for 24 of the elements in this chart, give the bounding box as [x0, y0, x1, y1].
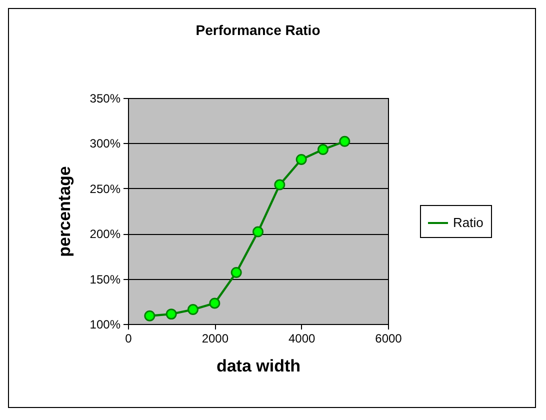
- point: [339, 136, 350, 147]
- chart-title: Performance Ratio: [196, 22, 320, 38]
- y-tick-label: 150%: [90, 272, 121, 286]
- x-tick-label: 2000: [202, 332, 229, 346]
- x-tick-label: 4000: [288, 332, 316, 346]
- point: [318, 144, 328, 156]
- y-tick-label: 100%: [90, 318, 121, 332]
- point: [252, 226, 264, 238]
- y-tick-label: 250%: [90, 182, 121, 196]
- legend-label: Ratio: [453, 215, 484, 230]
- x-tick-label: 0: [125, 332, 132, 346]
- x-axis-title: data width: [216, 356, 301, 376]
- point: [296, 154, 307, 165]
- point: [209, 298, 220, 309]
- y-tick-label: 350%: [90, 92, 121, 106]
- point: [166, 308, 177, 320]
- point: [274, 179, 286, 190]
- y-tick-label: 200%: [90, 227, 121, 242]
- point: [230, 266, 242, 278]
- point: [144, 310, 156, 322]
- x-tick-label: 6000: [375, 332, 402, 346]
- y-axis-title: percentage: [54, 166, 74, 257]
- y-tick-label: 300%: [90, 136, 121, 151]
- point: [188, 304, 198, 316]
